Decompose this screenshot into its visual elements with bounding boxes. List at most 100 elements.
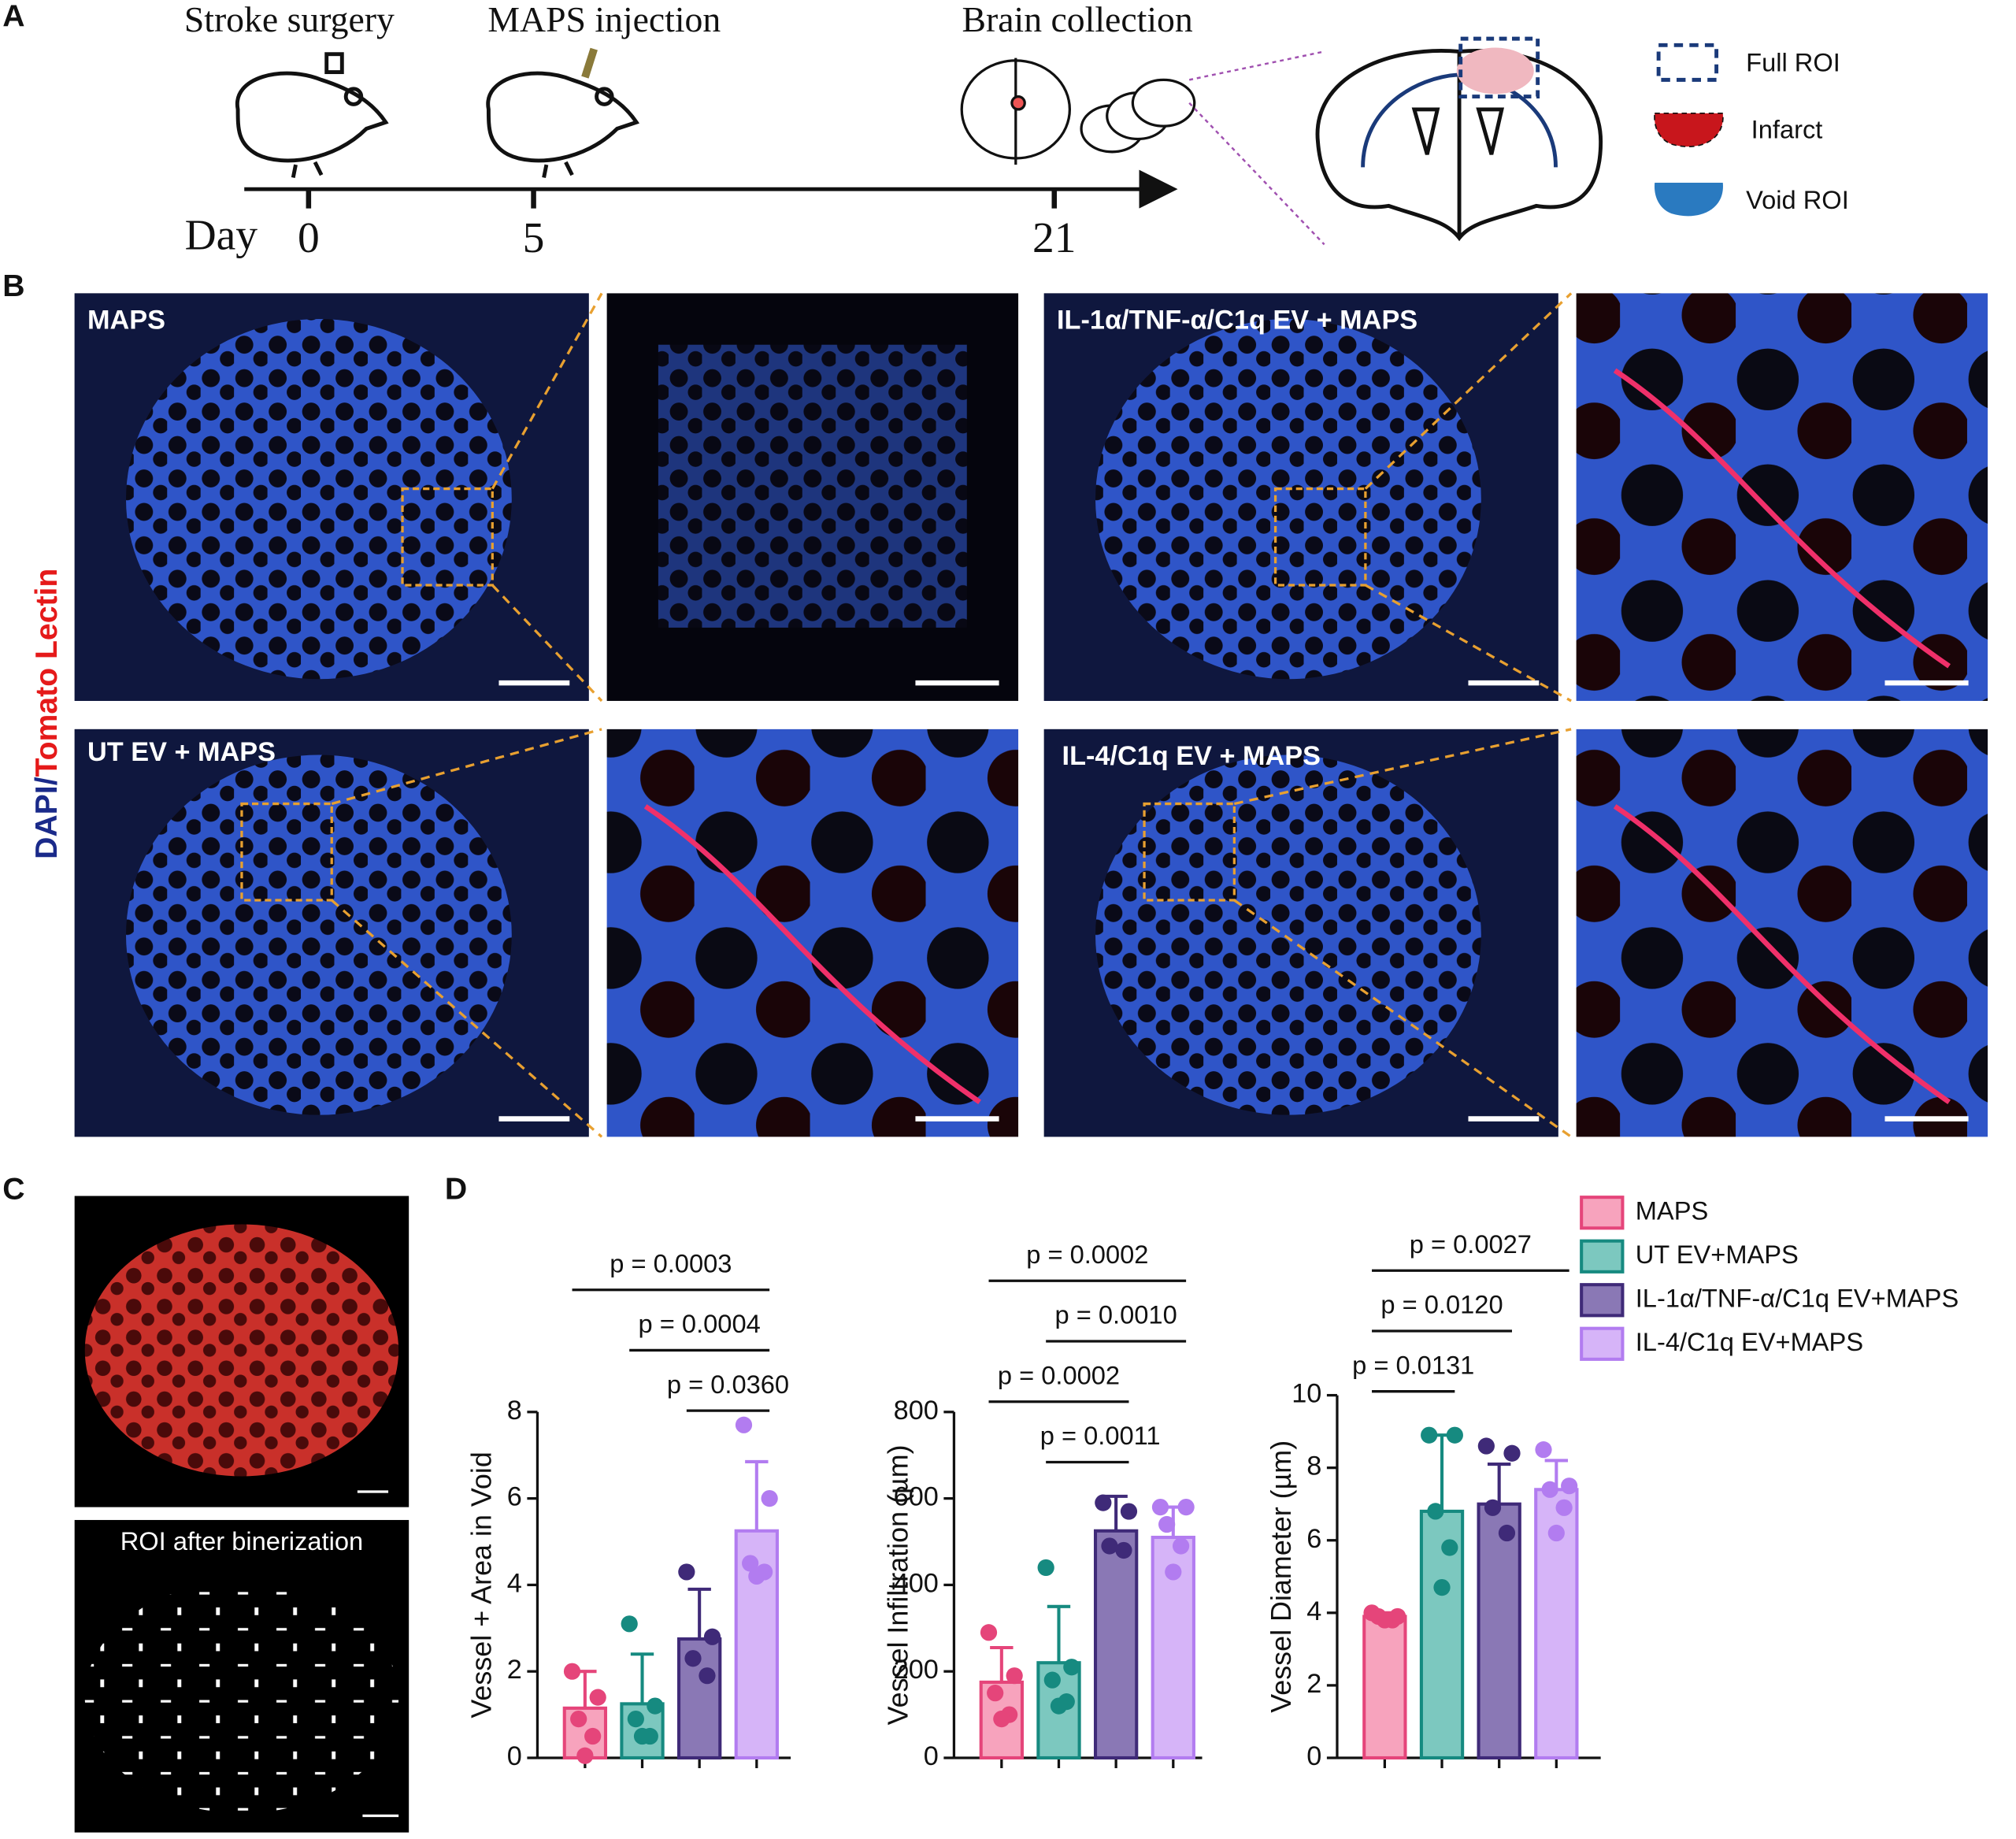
zoom-image [1576, 729, 1988, 1137]
panel-label: C [2, 1172, 24, 1206]
zoom-box [1143, 802, 1236, 902]
y-tick-label: 8 [1306, 1452, 1321, 1481]
p-value: p = 0.0002 [1026, 1240, 1148, 1269]
data-point [1063, 1659, 1080, 1676]
data-point [1006, 1667, 1023, 1685]
lesion [126, 755, 512, 1115]
data-point [1050, 1697, 1068, 1715]
data-point [1043, 1671, 1061, 1689]
p-value: p = 0.0004 [639, 1309, 761, 1338]
legend-label: IL-1α/TNF-α/C1q EV+MAPS [1636, 1283, 1959, 1312]
legend-swatch [1580, 1326, 1625, 1361]
data-point [1115, 1541, 1132, 1559]
day-label: Day [185, 212, 258, 260]
data-point [576, 1747, 594, 1764]
data-point [1376, 1611, 1393, 1629]
legend: MAPS UT EV+MAPS IL-1α/TNF-α/C1q EV+MAPS IL-… [1580, 1196, 1959, 1361]
data-point [1535, 1441, 1552, 1459]
data-point [678, 1563, 695, 1581]
legend-icon [1654, 113, 1724, 147]
micrographs [74, 292, 1988, 1138]
data-point [633, 1727, 651, 1745]
data-point [1555, 1499, 1573, 1516]
data-point [742, 1555, 759, 1572]
legend-swatch [1580, 1283, 1625, 1318]
bar [1534, 1488, 1579, 1760]
image-label: ROI after binerization [120, 1526, 363, 1555]
data-point [993, 1710, 1010, 1728]
p-value: p = 0.0360 [667, 1370, 789, 1399]
vessel [1613, 368, 1951, 669]
data-point [589, 1689, 606, 1706]
y-tick-label: 200 [894, 1655, 939, 1685]
data-point [761, 1489, 778, 1507]
p-value: p = 0.0011 [1040, 1421, 1161, 1450]
y-axis-title: Vessel Diameter (µm) [1265, 1440, 1297, 1713]
data-point [1503, 1444, 1521, 1462]
vessel [643, 804, 981, 1105]
data-point [1498, 1524, 1516, 1542]
y-tick-label: 2 [507, 1655, 522, 1685]
lesion [1095, 319, 1481, 680]
y-tick-label: 10 [1292, 1379, 1321, 1409]
data-point [735, 1416, 753, 1433]
lesion [126, 319, 512, 680]
data-point [1541, 1481, 1558, 1498]
y-tick-label: 6 [507, 1482, 522, 1512]
legend-label: Full ROI [1746, 47, 1840, 76]
zoom-line [1233, 899, 1573, 1138]
legend-swatch [1580, 1196, 1625, 1230]
stain-part: / [30, 777, 64, 785]
zoom-line [1188, 102, 1325, 246]
y-tick-label: 600 [894, 1482, 939, 1512]
image-label: IL-1α/TNF-α/C1q EV + MAPS [1057, 305, 1418, 335]
event-label: Stroke surgery [184, 0, 395, 39]
zoom-line [491, 292, 603, 490]
event-label: MAPS injection [487, 0, 721, 39]
data-point [570, 1710, 587, 1728]
zoom-image [658, 344, 967, 628]
data-point [748, 1567, 765, 1585]
y-tick-label: 8 [507, 1396, 522, 1426]
legend-label: UT EV+MAPS [1636, 1240, 1799, 1269]
stain-label: DAPI/Tomato Lectin [30, 569, 64, 859]
zoom-line [1233, 728, 1572, 806]
binarized-image [84, 1581, 399, 1814]
zoom-box [1273, 487, 1367, 587]
legend-icon [1656, 43, 1719, 82]
bar [1093, 1529, 1139, 1760]
brain-icon [960, 57, 1196, 165]
data-point [1165, 1563, 1182, 1581]
data-point [1151, 1498, 1169, 1516]
y-tick-label: 4 [1306, 1596, 1321, 1626]
p-value: p = 0.0131 [1352, 1350, 1474, 1379]
y-axis-title: Vessel Infiltration (µm) [881, 1444, 914, 1725]
y-tick-label: 4 [507, 1568, 522, 1598]
data-point [1484, 1499, 1502, 1516]
legend-label: Void ROI [1746, 185, 1849, 214]
bar [1362, 1615, 1407, 1760]
data-point [703, 1628, 721, 1645]
zoom-line [331, 899, 603, 1138]
mouse-icon [486, 47, 639, 178]
y-tick-label: 0 [1306, 1741, 1321, 1771]
y-tick-label: 0 [924, 1741, 939, 1771]
zoom-line [1364, 292, 1573, 490]
data-point [1101, 1537, 1118, 1555]
zoom-image [1576, 293, 1988, 701]
y-tick-label: 2 [1306, 1669, 1321, 1699]
image-label: MAPS [87, 305, 165, 335]
zoom-box [401, 487, 494, 587]
data-point [1177, 1498, 1195, 1516]
lesion [1095, 755, 1481, 1115]
data-point [1441, 1539, 1458, 1556]
zoom-line [1188, 50, 1325, 81]
charts: 0 2 4 6 8 Vessel + Area in Void p = 0.0003 p = … [465, 1229, 1601, 1771]
data-point [1446, 1426, 1463, 1444]
bar [1477, 1502, 1521, 1760]
image-label: UT EV + MAPS [87, 737, 276, 767]
data-point [980, 1624, 998, 1641]
data-point [987, 1685, 1004, 1702]
data-point [1421, 1426, 1438, 1444]
